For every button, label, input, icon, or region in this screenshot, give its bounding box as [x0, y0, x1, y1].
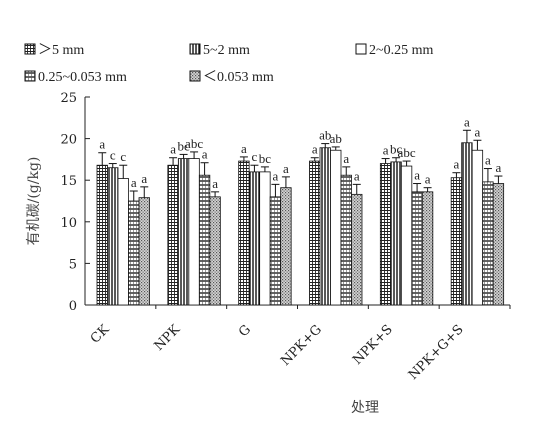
significance-label: ab [319, 128, 331, 143]
y-tick-label: 10 [60, 216, 77, 231]
bar [340, 174, 352, 306]
y-tick-label: 15 [60, 174, 77, 189]
legend-label: 2~0.25 mm [369, 43, 433, 58]
significance-label: bc [259, 151, 272, 166]
significance-label: a [312, 142, 318, 157]
x-tick-label: NPK+S [350, 322, 396, 368]
bar [319, 147, 331, 306]
significance-label: bc [390, 142, 403, 157]
significance-label: a [273, 168, 279, 183]
significance-label: a [241, 141, 247, 156]
bar [461, 142, 473, 306]
bar [390, 161, 402, 306]
significance-label: a [202, 147, 208, 162]
significance-label: a [383, 143, 389, 158]
y-tick-label: 20 [60, 133, 77, 148]
bar [411, 191, 423, 306]
bar [107, 167, 119, 306]
significance-label: abc [398, 145, 416, 160]
bar [330, 149, 342, 306]
significance-label: c [120, 149, 126, 164]
significance-label: c [252, 149, 258, 164]
legend-swatch [189, 43, 201, 55]
significance-label: bc [177, 138, 190, 153]
significance-label: a [283, 161, 289, 176]
significance-label: c [110, 148, 116, 163]
bar [379, 163, 392, 306]
bar [400, 165, 413, 306]
significance-label: abc [185, 136, 203, 151]
significance-label: a [485, 153, 491, 168]
y-tick-label: 25 [60, 91, 77, 106]
legend-item: 5~2 mm [189, 43, 250, 58]
significance-label: a [99, 137, 105, 152]
significance-label: a [170, 142, 176, 157]
legend: ＞5 mm 5~2 mm 2~0.25 mm 0.25~0.053 mm ＜0.053 … [24, 43, 433, 85]
x-tick-label: NPK [152, 322, 184, 354]
legend-label: 5~2 mm [203, 43, 250, 58]
significance-label: a [496, 160, 502, 175]
significance-label: a [425, 172, 431, 187]
bar [238, 160, 250, 306]
legend-label: 0.25~0.053 mm [38, 70, 127, 85]
bar [450, 177, 463, 306]
bar [167, 164, 179, 306]
bar [421, 191, 434, 306]
y-tick-label: 5 [69, 257, 77, 272]
bar [471, 149, 484, 306]
bar [492, 183, 505, 306]
x-axis-label: 处理 [351, 400, 379, 416]
y-tick-label: 0 [69, 299, 77, 314]
bar [188, 158, 200, 306]
legend-label: ＞5 mm [38, 43, 84, 58]
legend-item: ＜0.053 mm [189, 70, 274, 85]
significance-label: a [212, 176, 218, 191]
significance-label: a [141, 171, 147, 186]
significance-label: a [354, 168, 360, 183]
legend-swatch [24, 70, 36, 82]
significance-label: a [464, 114, 470, 129]
bar [117, 178, 129, 306]
bar [280, 187, 292, 306]
significance-label: a [343, 151, 349, 166]
significance-label: a [454, 157, 460, 172]
significance-label: a [475, 124, 481, 139]
legend-item: 0.25~0.053 mm [24, 70, 127, 85]
legend-swatch [355, 43, 367, 55]
significance-label: a [414, 168, 420, 183]
bar [259, 171, 271, 306]
x-tick-label: G [236, 322, 254, 340]
bar [138, 197, 150, 306]
bar [351, 193, 363, 306]
significance-label: ab [330, 131, 342, 146]
bar [209, 196, 221, 306]
legend-item: ＞5 mm [24, 43, 84, 58]
bar [248, 171, 261, 306]
y-axis-label: 有机碳/(g/kg) [26, 157, 42, 246]
x-tick-label: NPK+G+S [406, 322, 467, 383]
x-tick-label: CK [88, 322, 113, 347]
legend-item: 2~0.25 mm [355, 43, 433, 58]
legend-label: ＜0.053 mm [203, 70, 274, 85]
x-tick-label: NPK+G [278, 322, 325, 369]
legend-swatch [24, 43, 36, 55]
bar [482, 181, 494, 306]
bar [96, 164, 108, 306]
significance-label: a [131, 175, 137, 190]
bar [128, 200, 140, 306]
legend-swatch [189, 70, 201, 82]
bar [198, 174, 211, 306]
bar [177, 158, 190, 306]
bar [269, 196, 282, 306]
bar [309, 160, 321, 306]
